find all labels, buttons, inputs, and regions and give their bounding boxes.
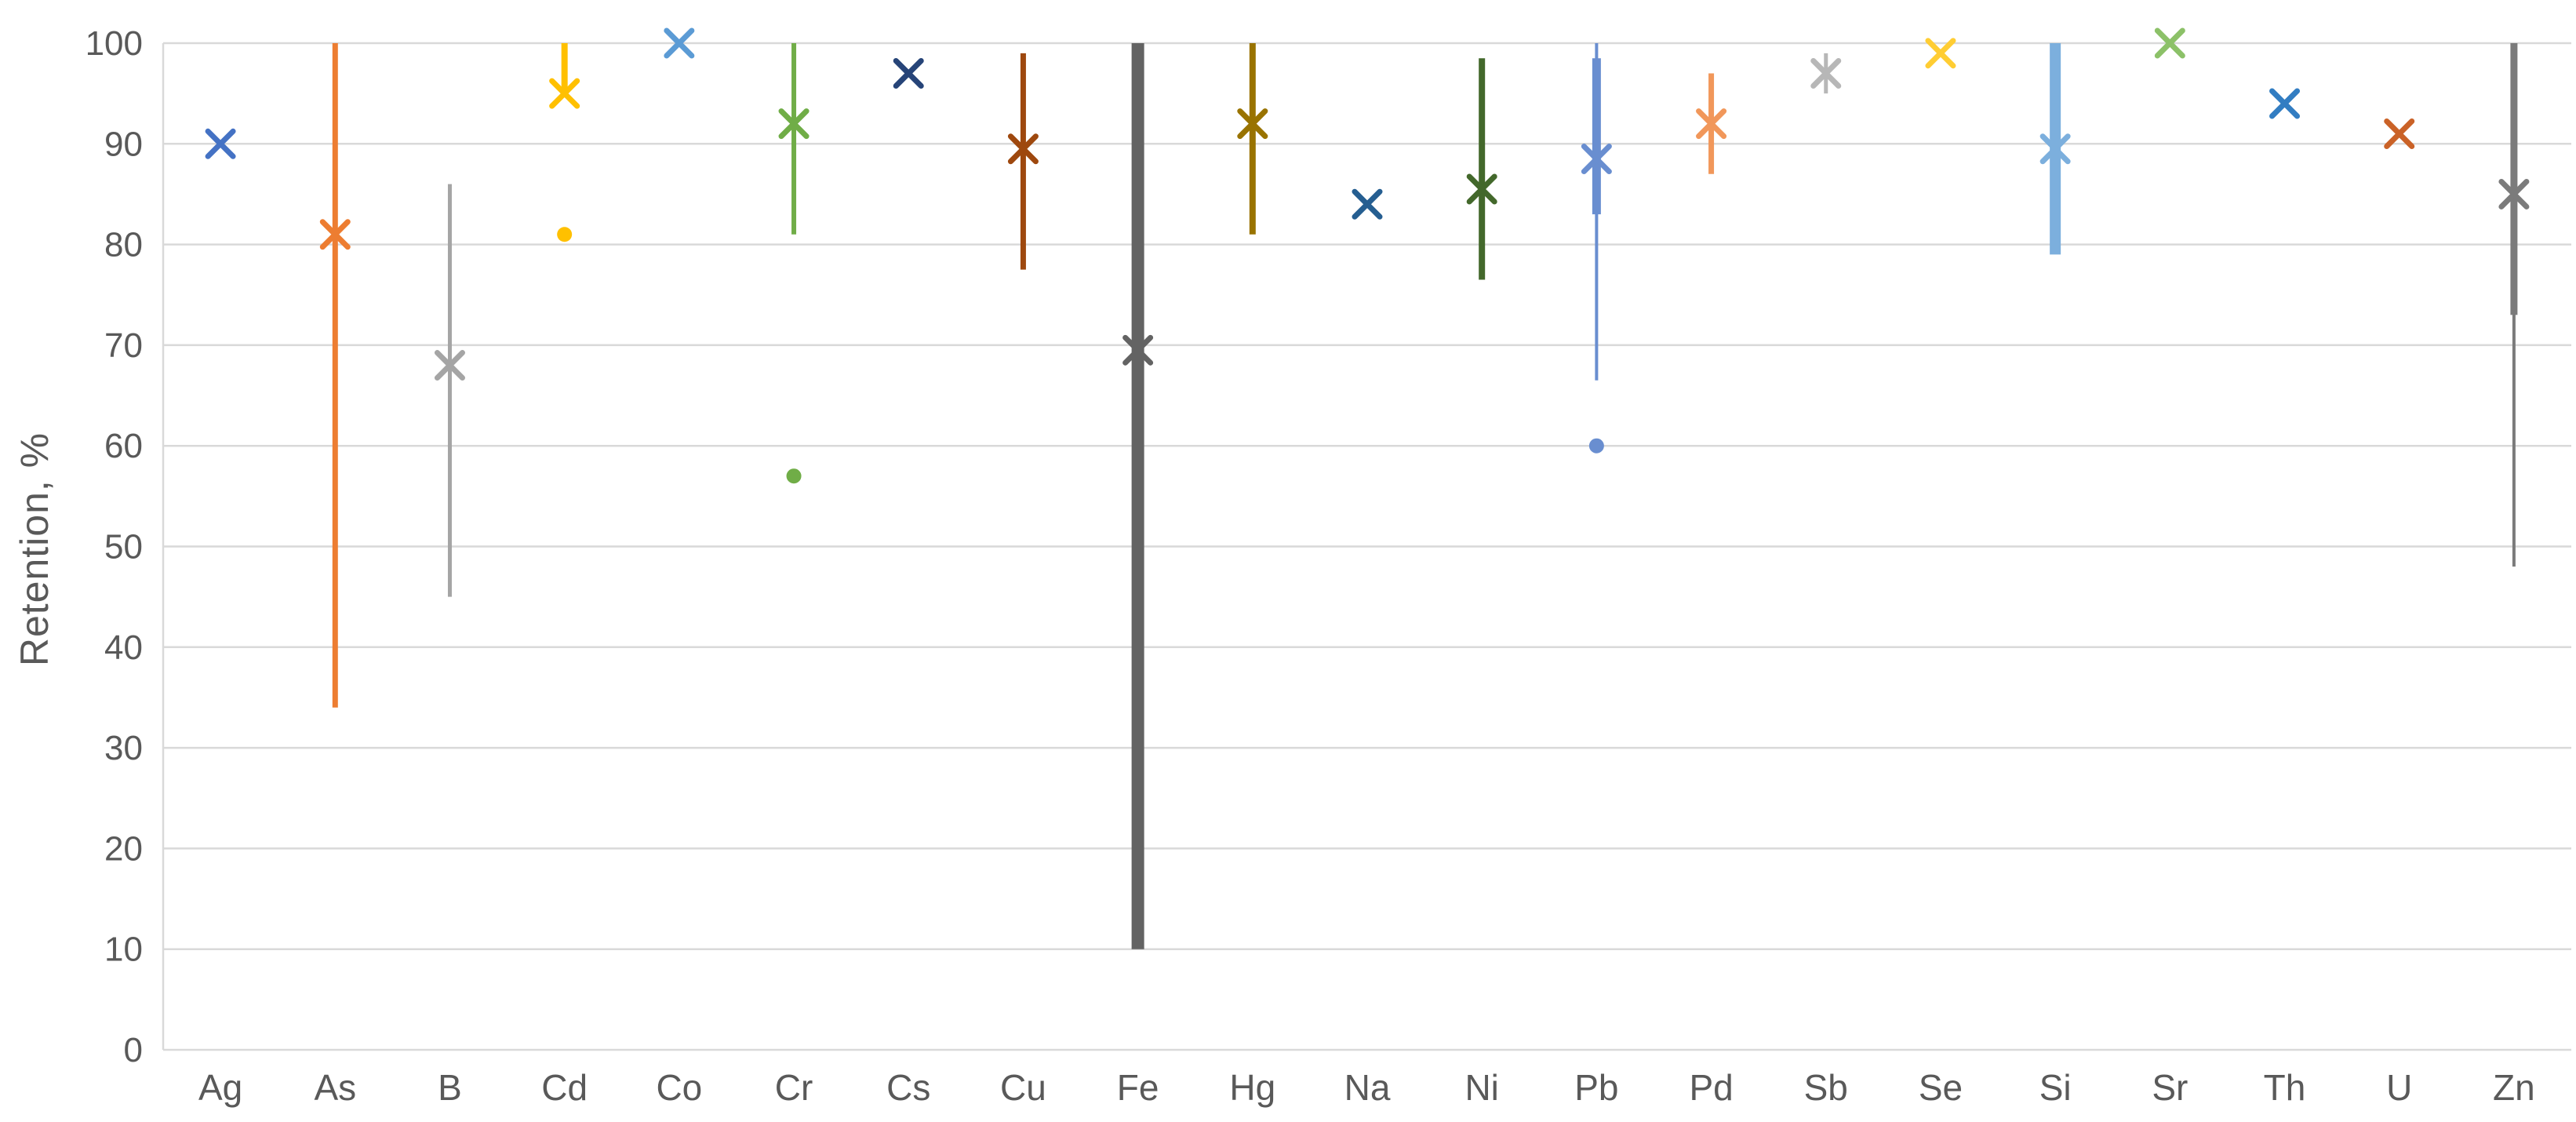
x-axis-label: Th [2264,1067,2306,1108]
mean-x-marker [2154,27,2185,59]
mean-x-marker [2384,118,2415,149]
mean-x-marker [319,219,351,250]
series-Co [664,27,695,59]
series-Ag [205,128,236,159]
mean-x-marker [1925,38,1956,69]
mean-x-marker [1352,188,1383,220]
y-tick-label: 0 [124,1031,143,1069]
x-axis-label: Na [1344,1067,1391,1108]
mean-x-marker [1237,108,1268,140]
x-axis-label: U [2386,1067,2412,1108]
series-Na [1352,188,1383,220]
series-As [319,43,351,708]
series-Pd [1696,73,1727,174]
mean-x-marker [664,27,695,59]
series-Cd [549,43,580,242]
mean-x-marker [1696,108,1727,140]
series-Ni [1466,58,1497,280]
y-tick-label: 100 [86,24,143,63]
x-axis-label: As [314,1067,356,1108]
mean-x-marker [778,108,810,140]
mean-x-marker [2039,133,2071,165]
mean-x-marker [549,78,580,109]
series-Sb [1810,53,1842,94]
x-axis-label: Sb [1804,1067,1848,1108]
y-tick-label: 20 [104,829,143,868]
mean-x-marker [434,350,465,381]
series-Pb [1581,43,1612,454]
y-tick-labels: 0 10 20 30 40 50 60 70 80 90 100 [86,24,143,1069]
y-tick-label: 50 [104,528,143,566]
series-Cs [893,57,924,89]
x-axis-label: Si [2039,1067,2072,1108]
x-axis-label: Ni [1464,1067,1498,1108]
mean-x-marker [1122,334,1154,366]
series-Fe [1122,43,1154,949]
outlier-dot [1588,438,1604,454]
mean-x-marker [2498,178,2530,209]
x-axis-label: Ag [198,1067,242,1108]
x-axis-label: Sr [2152,1067,2188,1108]
mean-x-marker [1581,144,1612,175]
x-axis-label: Hg [1229,1067,1275,1108]
gridlines [163,42,2571,1051]
mean-x-marker [1007,133,1039,165]
x-axis-label: Cr [775,1067,813,1108]
outlier-dot [557,227,573,242]
x-axis-label: B [438,1067,462,1108]
series-B [434,184,465,597]
x-axis-label: Pb [1574,1067,1618,1108]
series-Cr [778,43,810,484]
series-Cu [1007,53,1039,270]
series-Zn [2498,43,2530,567]
x-axis-labels: Ag As B Cd Co Cr Cs Cu Fe Hg Na Ni Pb Pd Sb Se Si Sr Th U Zn [198,1067,2535,1108]
mean-x-marker [2269,88,2301,119]
y-tick-label: 70 [104,326,143,365]
y-tick-label: 60 [104,427,143,465]
y-tick-label: 80 [104,226,143,264]
x-axis-label: Cu [1000,1067,1046,1108]
mean-x-marker [205,128,236,159]
series-Hg [1237,43,1268,235]
series-Se [1925,38,1956,69]
mean-x-marker [1466,173,1497,205]
x-axis-label: Se [1919,1067,1963,1108]
x-axis-label: Co [656,1067,702,1108]
series-Sr [2154,27,2185,59]
outlier-dot [786,468,802,484]
y-tick-label: 10 [104,931,143,969]
mean-x-marker [1810,57,1842,89]
mean-x-marker [893,57,924,89]
x-axis-label: Pd [1689,1067,1733,1108]
y-tick-label: 40 [104,628,143,667]
y-tick-label: 90 [104,125,143,163]
series-Si [2039,43,2071,255]
y-tick-label: 30 [104,729,143,767]
x-axis-label: Cd [541,1067,588,1108]
x-axis-label: Cs [886,1067,930,1108]
series-Th [2269,88,2301,119]
series-U [2384,118,2415,149]
x-axis-label: Fe [1117,1067,1159,1108]
x-axis-label: Zn [2493,1067,2535,1108]
